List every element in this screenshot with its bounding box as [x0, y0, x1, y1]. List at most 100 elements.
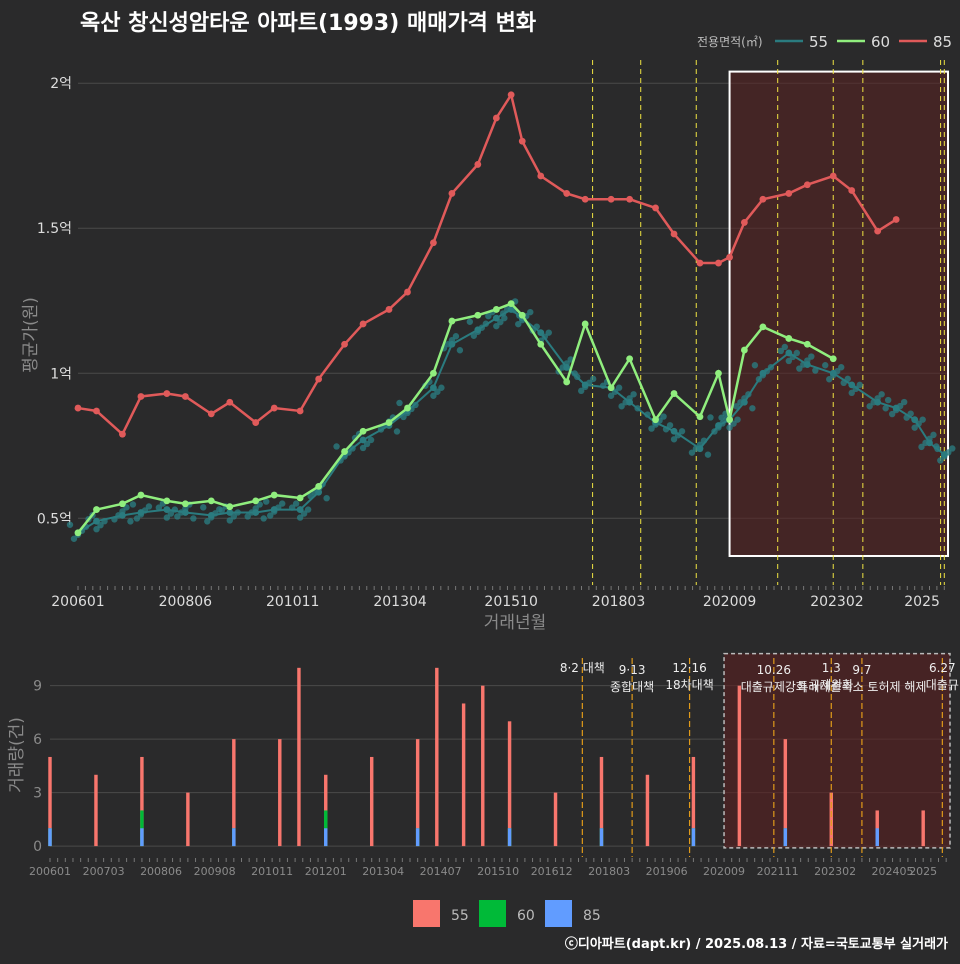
- volume-x-tick-label: 201906: [646, 865, 688, 878]
- series-60-point: [474, 311, 482, 319]
- series-85-point: [252, 419, 260, 426]
- series-85-point: [137, 393, 145, 400]
- series-60-point: [207, 497, 215, 505]
- series-55-scatter-point: [781, 343, 789, 351]
- series-85-point: [715, 259, 722, 267]
- series-55-scatter-point: [174, 513, 181, 520]
- price-x-tick-label: 201510: [484, 594, 537, 610]
- series-55-scatter-point: [438, 384, 445, 391]
- series-55-scatter-point: [882, 405, 889, 412]
- volume-bar-55: [737, 685, 742, 847]
- series-55-scatter-point: [838, 364, 845, 371]
- series-55-scatter-point: [718, 414, 725, 421]
- series-55-scatter-point: [70, 535, 78, 542]
- policy-annotation-label: 10.26: [757, 663, 791, 677]
- series-85-point: [537, 172, 545, 180]
- series-60-point: [181, 500, 189, 508]
- series-60-point: [518, 311, 526, 319]
- series-55-point: [448, 340, 456, 348]
- series-55-scatter-point: [751, 362, 759, 369]
- volume-x-tick-label: 201011: [251, 865, 293, 878]
- series-60-point: [563, 378, 571, 386]
- series-85-point: [829, 172, 837, 180]
- series-55-point: [829, 369, 837, 377]
- series-55-scatter-point: [296, 514, 304, 521]
- series-55-scatter-point: [244, 513, 251, 520]
- series-55-scatter-point: [396, 399, 403, 407]
- series-55-point: [315, 488, 323, 496]
- policy-annotation-label: 9.7: [852, 663, 871, 677]
- volume-y-tick-label: 9: [33, 679, 42, 695]
- volume-y-tick-label: 3: [33, 786, 42, 802]
- volume-bar-55: [435, 667, 439, 847]
- series-55-scatter-point: [785, 357, 793, 365]
- series-55-point: [163, 506, 171, 513]
- series-85-point: [207, 410, 215, 418]
- bottom-legend-swatch-60: [479, 900, 506, 927]
- series-55-point: [715, 422, 722, 429]
- legend-title: 전용면적(㎡): [697, 35, 763, 49]
- series-55-point: [270, 506, 278, 513]
- volume-bar-85: [140, 828, 144, 847]
- series-55-scatter-point: [808, 353, 815, 360]
- price-y-tick-label: 1억: [50, 366, 72, 382]
- series-55-scatter-point: [678, 428, 686, 435]
- series-55-point: [181, 509, 189, 516]
- series-60-point: [119, 500, 126, 508]
- series-55-scatter-point: [937, 457, 944, 464]
- series-85-point: [607, 195, 615, 203]
- price-x-tick-label: 201304: [373, 594, 427, 610]
- series-85-point: [518, 137, 526, 145]
- series-85-point: [759, 195, 767, 203]
- volume-x-tick-label: 201510: [477, 865, 519, 878]
- series-55-scatter-point: [155, 504, 163, 511]
- series-85-point: [740, 219, 748, 226]
- policy-annotation-label: 12·16: [672, 661, 706, 675]
- series-55-scatter-point: [884, 396, 892, 404]
- series-55-point: [252, 509, 260, 516]
- volume-bar-55: [645, 774, 650, 847]
- series-55-point: [626, 398, 634, 406]
- series-55-scatter-point: [919, 416, 926, 423]
- series-85-point: [874, 227, 882, 235]
- series-55-scatter-point: [793, 349, 801, 357]
- series-55-point: [226, 509, 234, 516]
- series-55-scatter-point: [393, 428, 401, 435]
- series-55-scatter-point: [226, 517, 233, 524]
- series-60-point: [696, 413, 704, 421]
- chart-title: 옥산 창신성암타운 아파트(1993) 매매가격 변화: [80, 11, 536, 36]
- series-55-scatter-point: [930, 431, 937, 439]
- series-55-scatter-point: [707, 414, 714, 421]
- series-60-point: [740, 346, 748, 354]
- series-85-point: [626, 195, 634, 203]
- chart-dynamic-layer: 0.5억 1억 1.5억 2억 200601 200806 201011 201304 2015…: [29, 33, 959, 927]
- series-55-point: [119, 511, 126, 519]
- volume-x-tick-label: 201612: [531, 865, 573, 878]
- series-55-scatter-point: [911, 424, 918, 431]
- series-55-scatter-point: [267, 512, 274, 519]
- series-55-scatter-point: [545, 329, 552, 336]
- series-60-point: [652, 416, 659, 424]
- volume-bar-55: [232, 739, 236, 847]
- volume-bar-55: [94, 774, 98, 847]
- series-55-point: [874, 398, 882, 406]
- policy-annotation-label: 대출규: [926, 678, 959, 692]
- series-60-point: [270, 491, 278, 499]
- policy-annotation-label: 대출규제강화: [741, 680, 807, 694]
- series-55-point: [940, 451, 948, 458]
- bottom-legend-label-60: 60: [517, 908, 535, 924]
- legend-label-60: 60: [871, 33, 890, 51]
- price-x-tick-label: 201803: [592, 594, 645, 610]
- volume-bar-85: [415, 828, 420, 847]
- volume-bar-85: [48, 828, 52, 847]
- volume-bar-85: [232, 828, 236, 847]
- series-55-scatter-point: [618, 403, 625, 410]
- volume-bar-85: [324, 828, 328, 847]
- price-x-tick-label: 202009: [703, 594, 756, 610]
- series-55-point: [926, 439, 933, 447]
- series-55-scatter-point: [493, 322, 500, 330]
- series-55-point: [507, 306, 515, 313]
- series-85-point: [385, 306, 393, 313]
- series-85-point: [474, 161, 482, 168]
